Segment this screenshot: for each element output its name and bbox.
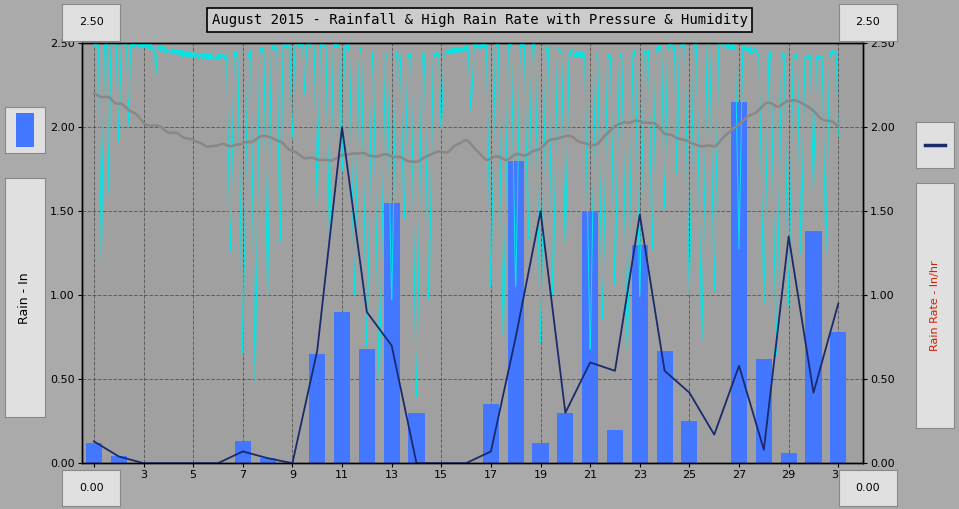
Bar	[507, 161, 524, 463]
Bar	[806, 232, 822, 463]
Text: August 2015 - Rainfall & High Rain Rate with Pressure & Humidity: August 2015 - Rainfall & High Rain Rate …	[212, 13, 747, 27]
Bar	[830, 332, 847, 463]
Bar	[756, 359, 772, 463]
Bar	[110, 457, 127, 463]
Bar	[557, 413, 573, 463]
Bar	[731, 102, 747, 463]
Text: 0.00: 0.00	[79, 483, 104, 493]
Bar	[260, 458, 275, 463]
Bar	[359, 349, 375, 463]
Text: Rain - In: Rain - In	[18, 272, 32, 324]
Bar	[235, 441, 251, 463]
Bar	[532, 443, 549, 463]
Bar	[16, 113, 34, 147]
Bar	[681, 421, 697, 463]
Bar	[582, 211, 598, 463]
Bar	[607, 430, 623, 463]
Bar	[384, 203, 400, 463]
Bar	[409, 413, 425, 463]
Bar	[632, 245, 648, 463]
Text: Rain Rate - In/hr: Rain Rate - In/hr	[930, 260, 940, 351]
Bar	[86, 443, 102, 463]
Bar	[657, 351, 672, 463]
Bar	[482, 405, 499, 463]
Text: 2.50: 2.50	[855, 17, 880, 27]
Bar	[309, 354, 325, 463]
Text: 0.00: 0.00	[855, 483, 880, 493]
Text: 2.50: 2.50	[79, 17, 104, 27]
Bar	[781, 453, 797, 463]
Bar	[334, 312, 350, 463]
